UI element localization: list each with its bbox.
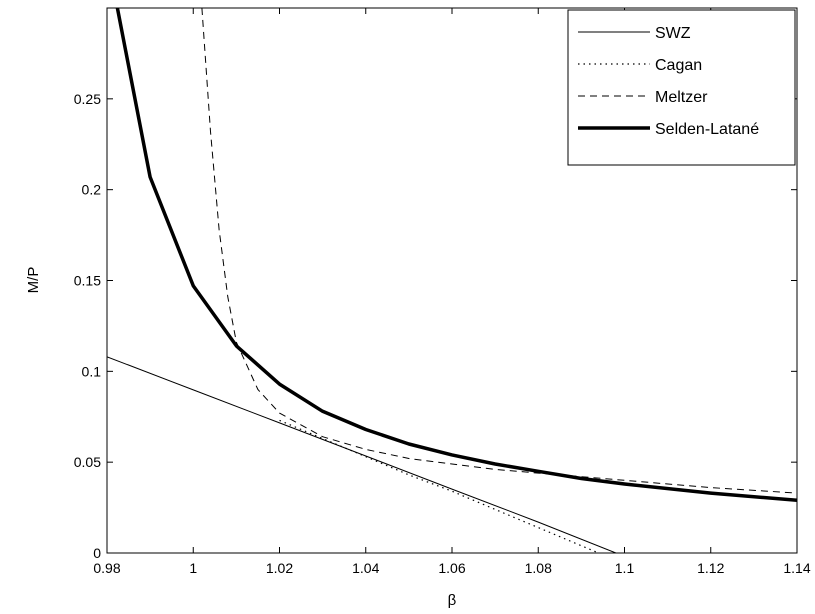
series-line-0 (107, 356, 617, 553)
series-line-3 (115, 8, 797, 503)
series-line-1 (279, 419, 599, 553)
legend-label-2: Meltzer (655, 89, 708, 106)
y-tick-label: 0.05 (74, 454, 101, 470)
x-tick-label: 1.04 (352, 560, 379, 576)
legend-box (567, 9, 796, 166)
x-tick-label: 1 (189, 560, 197, 576)
y-tick-label: 0.2 (82, 182, 102, 198)
y-tick-label: 0 (93, 545, 101, 561)
x-tick-label: 0.98 (93, 560, 120, 576)
series-line-2 (201, 8, 797, 494)
y-axis-title: M/P (25, 267, 42, 294)
legend-label-0: SWZ (655, 25, 691, 42)
x-tick-label: 1.1 (615, 560, 635, 576)
x-tick-label: 1.14 (783, 560, 810, 576)
tick-labels: 0.98 1 1.02 1.04 1.06 1.08 1.1 1.12 1.14 0 0.05 0.1… (74, 91, 811, 576)
x-tick-label: 1.06 (438, 560, 465, 576)
x-axis-title: β (448, 592, 457, 609)
legend: SWZ Cagan Meltzer Selden-Latané (567, 9, 796, 166)
y-tick-label: 0.15 (74, 273, 101, 289)
x-tick-label: 1.08 (525, 560, 552, 576)
tick-marks (106, 8, 798, 554)
legend-label-1: Cagan (655, 57, 702, 74)
series-layer (107, 8, 797, 553)
x-tick-label: 1.12 (697, 560, 724, 576)
y-tick-label: 0.1 (82, 363, 102, 379)
y-tick-label: 0.25 (74, 91, 101, 107)
x-tick-label: 1.02 (266, 560, 293, 576)
legend-label-3: Selden-Latané (655, 121, 759, 138)
